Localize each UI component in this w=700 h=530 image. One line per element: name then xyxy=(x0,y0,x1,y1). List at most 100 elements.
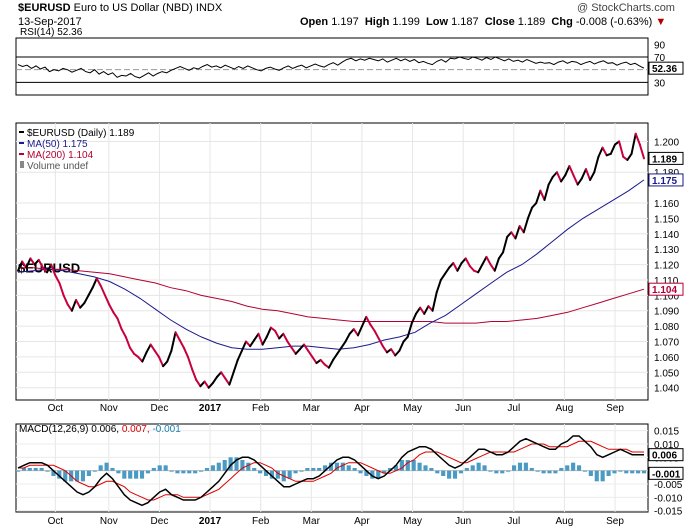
price-segment xyxy=(564,165,571,177)
price-segment xyxy=(502,235,509,254)
macd-x-tick-label: Jul xyxy=(507,516,520,527)
price-y-tick-label: 1.150 xyxy=(654,214,679,225)
price-segment xyxy=(493,257,500,272)
price-panel-frame xyxy=(15,122,649,401)
price-segment xyxy=(21,260,28,269)
macd-histogram-bar xyxy=(157,465,162,471)
price-segment xyxy=(311,355,318,365)
macd-histogram-bar xyxy=(139,470,145,479)
macd-histogram-bar xyxy=(15,470,21,472)
price-segment xyxy=(294,348,301,355)
macd-histogram-bar xyxy=(263,470,269,476)
macd-histogram-bar xyxy=(399,460,404,471)
chart-date: 13-Sep-2017 xyxy=(18,16,82,28)
price-y-tick-label: 1.140 xyxy=(654,230,679,241)
price-segment xyxy=(124,335,131,349)
price-segment xyxy=(543,183,550,201)
price-segment xyxy=(452,262,459,272)
macd-histogram-bar xyxy=(21,468,26,471)
price-segment xyxy=(87,286,94,297)
price-segment xyxy=(634,132,641,146)
price-segment xyxy=(506,231,513,238)
macd-histogram-bar xyxy=(110,468,115,471)
rsi-legend: RSI(14) 52.36 xyxy=(20,27,83,38)
macd-y-tick-label: -0.010 xyxy=(654,493,683,504)
price-segment xyxy=(402,335,409,343)
price-segment xyxy=(531,202,538,209)
close-value: 1.189 xyxy=(517,16,546,28)
price-segment xyxy=(361,315,368,328)
macd-histogram-bar xyxy=(488,470,493,472)
price-last-value-box xyxy=(648,282,684,296)
macd-histogram-bar xyxy=(169,470,174,472)
macd-histogram-bar xyxy=(340,462,345,471)
macd-histogram-bar xyxy=(27,468,32,471)
price-segment xyxy=(178,338,185,349)
price-segment xyxy=(497,251,505,260)
price-segment xyxy=(340,340,347,349)
price-segment xyxy=(99,285,107,297)
instrument-name: Euro to US Dollar (NBD) xyxy=(73,2,193,14)
macd-histogram-bar xyxy=(594,470,599,482)
price-segment xyxy=(157,355,165,368)
price-x-tick-label: Dec xyxy=(151,403,169,414)
macd-y-tick-label: -0.015 xyxy=(654,507,683,518)
price-y-tick-label: 1.090 xyxy=(654,307,679,318)
macd-histogram-bar xyxy=(482,465,487,471)
price-legend-entry: MA(50) 1.175 xyxy=(27,139,88,150)
macd-histogram-bar xyxy=(128,470,133,479)
price-segment xyxy=(95,277,102,288)
price-segment xyxy=(162,360,169,368)
price-segment xyxy=(555,171,563,183)
macd-histogram-bar xyxy=(204,468,210,471)
price-segment xyxy=(58,282,65,297)
macd-histogram-bar xyxy=(74,470,80,482)
price-x-tick-label: Mar xyxy=(303,403,321,414)
price-segment xyxy=(75,298,82,309)
macd-histogram-bar xyxy=(517,462,523,471)
price-segment xyxy=(431,291,438,312)
price-segment xyxy=(203,380,210,389)
price-segment xyxy=(170,331,177,352)
price-x-tick-label: Oct xyxy=(48,403,64,414)
price-segment xyxy=(50,263,57,277)
change-label: Chg xyxy=(551,16,573,28)
price-segment xyxy=(228,371,235,386)
price-segment xyxy=(207,382,214,389)
price-segment xyxy=(220,371,227,380)
price-segment xyxy=(37,258,44,269)
macd-histogram-bar xyxy=(181,470,186,474)
down-arrow-icon: ▼ xyxy=(655,16,667,28)
macd-histogram-bar xyxy=(452,470,458,479)
price-x-tick-label: Apr xyxy=(354,403,370,414)
price-segment xyxy=(535,189,542,205)
price-y-tick-label: 1.070 xyxy=(654,338,679,349)
macd-histogram-bar xyxy=(216,462,221,471)
price-segment xyxy=(191,368,198,381)
price-segment xyxy=(560,174,567,183)
price-segment xyxy=(435,278,442,294)
macd-histogram-bar xyxy=(145,470,150,474)
macd-histogram-bar xyxy=(334,462,339,471)
macd-histogram-bar xyxy=(122,470,127,479)
macd-histogram-bar xyxy=(287,470,292,479)
rsi-last-value: 52.36 xyxy=(652,64,677,75)
price-segment xyxy=(593,155,600,174)
macd-histogram-bar xyxy=(429,468,434,471)
macd-histogram-bar xyxy=(269,470,275,479)
rsi-panel-frame xyxy=(15,37,649,96)
macd-histogram-bar xyxy=(387,468,393,471)
price-segment xyxy=(601,146,608,157)
price-segment xyxy=(638,143,645,160)
macd-x-tick-label: Mar xyxy=(303,516,321,527)
chart-title: $EURUSD Euro to US Dollar (NBD) INDX xyxy=(18,2,222,14)
low-value: 1.187 xyxy=(451,16,479,28)
price-segment xyxy=(17,260,24,272)
macd-histogram-bar xyxy=(435,470,440,474)
price-segment xyxy=(186,355,194,371)
price-segment xyxy=(348,328,355,335)
macd-histogram-bar xyxy=(541,470,546,474)
macd-histogram-bar xyxy=(258,470,263,474)
price-y-tick-label: 1.100 xyxy=(654,291,679,302)
